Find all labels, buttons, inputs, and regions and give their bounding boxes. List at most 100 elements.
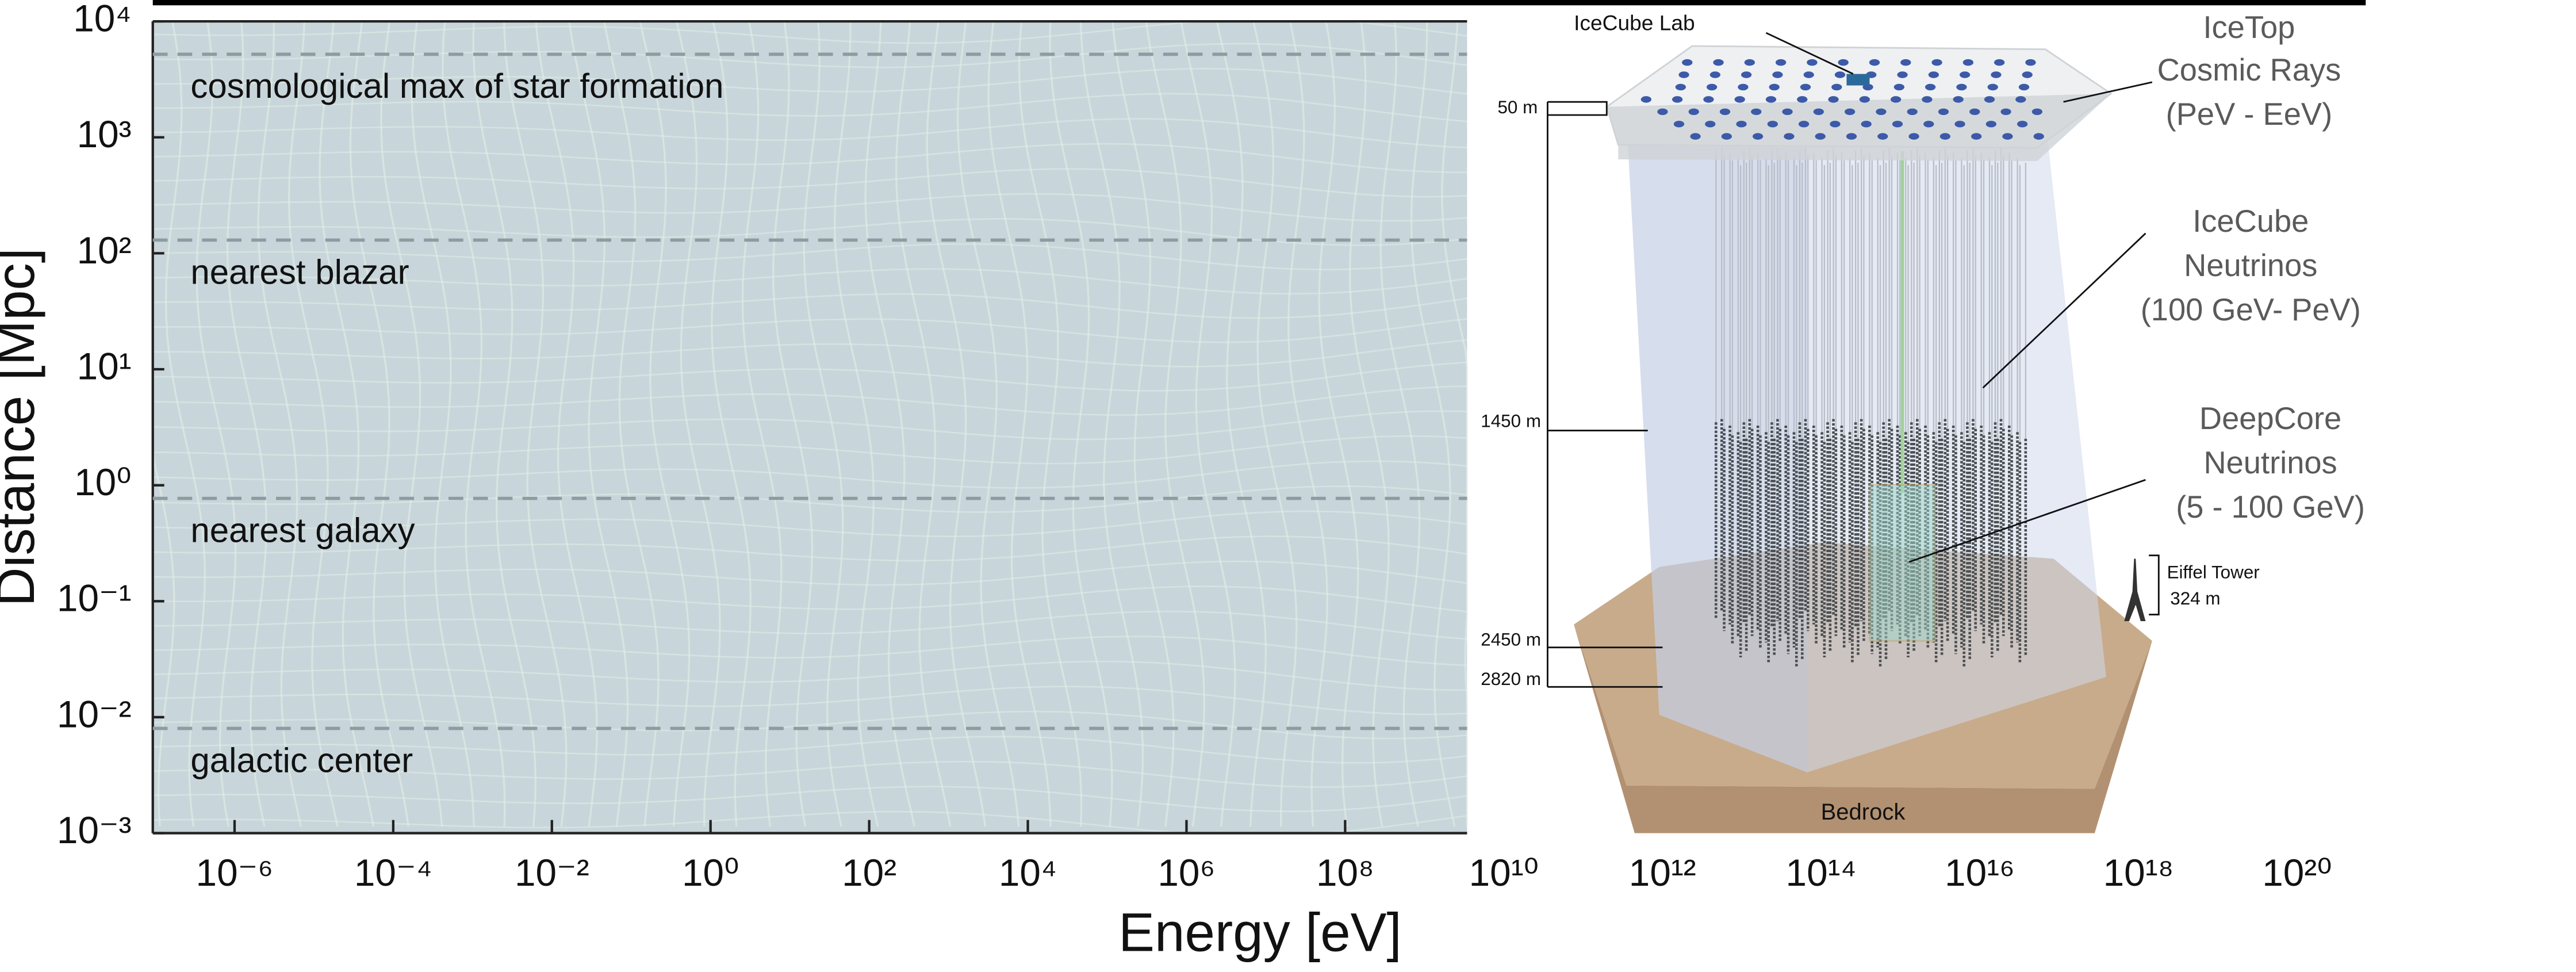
ice-face bbox=[1626, 118, 1807, 772]
mesh-line bbox=[956, 21, 1020, 827]
x-tick-label: 10¹² bbox=[1629, 852, 1696, 894]
mesh-line bbox=[772, 21, 814, 827]
tank bbox=[1741, 71, 1752, 78]
mesh-line bbox=[675, 21, 721, 827]
mesh-line bbox=[152, 67, 1467, 95]
mesh-line bbox=[472, 21, 537, 827]
tank bbox=[1734, 96, 1745, 103]
x-tick-label: 10⁴ bbox=[999, 852, 1057, 894]
label: Neutrinos bbox=[2184, 248, 2317, 283]
tank bbox=[1908, 133, 1919, 140]
depth-label: 2450 m bbox=[1481, 630, 1541, 650]
mesh-line bbox=[349, 21, 409, 827]
tank bbox=[1956, 83, 1967, 91]
label: IceCube Lab bbox=[1574, 11, 1695, 35]
leader-line bbox=[1982, 232, 2146, 389]
tank bbox=[1744, 59, 1755, 66]
mesh-line bbox=[152, 268, 1467, 295]
y-tick-label: 10⁴ bbox=[73, 0, 131, 40]
tank bbox=[1987, 83, 1998, 91]
tank bbox=[1962, 59, 1974, 66]
tank bbox=[1876, 108, 1887, 115]
y-tick-label: 10⁻³ bbox=[57, 809, 132, 851]
tank bbox=[1751, 108, 1762, 115]
mesh-line bbox=[1018, 21, 1083, 827]
tank bbox=[1672, 96, 1683, 103]
tank bbox=[1891, 96, 1902, 103]
tank bbox=[1707, 83, 1718, 91]
tank bbox=[2002, 133, 2013, 140]
mesh-line bbox=[833, 21, 879, 827]
mesh-line bbox=[741, 21, 783, 827]
plot-area bbox=[152, 21, 1467, 833]
tank bbox=[1869, 59, 1880, 66]
tank bbox=[1907, 108, 1918, 115]
mesh-line bbox=[803, 21, 844, 827]
tank bbox=[1800, 83, 1811, 91]
mesh-line bbox=[152, 293, 1467, 319]
x-tick-label: 10⁻⁶ bbox=[196, 852, 274, 894]
tank bbox=[1709, 71, 1721, 78]
tank bbox=[1893, 83, 1905, 91]
tank bbox=[1736, 121, 1747, 128]
x-tick-label: 10⁰ bbox=[682, 852, 739, 894]
tank bbox=[1928, 71, 1939, 78]
mesh-line bbox=[1049, 21, 1113, 827]
mesh-line bbox=[319, 21, 375, 827]
tank bbox=[1813, 108, 1824, 115]
reference-label: cosmological max of star formation bbox=[190, 67, 723, 105]
tank bbox=[1782, 108, 1793, 115]
mesh-line bbox=[152, 243, 1467, 270]
y-tick-label: 10³ bbox=[77, 113, 132, 155]
mesh-line bbox=[152, 786, 1467, 812]
icetop-tanks bbox=[1640, 59, 2044, 140]
tank bbox=[1767, 121, 1778, 128]
mesh-line bbox=[152, 118, 1467, 148]
tank bbox=[1922, 96, 1933, 103]
mesh-line bbox=[1111, 21, 1175, 827]
mesh-line bbox=[152, 736, 1467, 764]
mesh-line bbox=[1287, 21, 1329, 827]
mesh-line bbox=[152, 686, 1467, 715]
tank bbox=[1765, 96, 1777, 103]
label: Neutrinos bbox=[2203, 445, 2337, 480]
mesh-line bbox=[711, 21, 752, 827]
tank bbox=[1769, 83, 1780, 91]
leader-line bbox=[1765, 32, 1854, 75]
label: IceCube bbox=[2192, 204, 2309, 239]
mesh-line bbox=[152, 535, 1467, 562]
mesh-line bbox=[152, 636, 1467, 667]
x-axis-title: Energy [eV] bbox=[1118, 902, 1402, 962]
bedrock-side bbox=[1574, 624, 2152, 833]
tank bbox=[1776, 59, 1787, 66]
tank bbox=[1938, 108, 1949, 115]
tank bbox=[1828, 96, 1839, 103]
label: Cosmic Rays bbox=[2157, 52, 2341, 87]
y-tick-label: 10⁻² bbox=[57, 693, 132, 735]
icetop-edge bbox=[1607, 93, 2111, 161]
x-tick-label: 10⁸ bbox=[1316, 852, 1374, 894]
tank bbox=[1675, 83, 1686, 91]
tank bbox=[2025, 59, 2036, 66]
mesh-line bbox=[288, 21, 339, 827]
tank bbox=[1925, 83, 1936, 91]
mesh-line bbox=[864, 21, 915, 827]
x-tick-label: 10¹⁰ bbox=[1469, 852, 1539, 894]
mesh-line bbox=[1145, 21, 1205, 827]
tank bbox=[1900, 59, 1911, 66]
depth-label: 1450 m bbox=[1481, 411, 1541, 431]
tank bbox=[1939, 133, 1951, 140]
mesh-line bbox=[152, 93, 1467, 123]
mesh-line bbox=[895, 21, 952, 827]
mesh-line bbox=[568, 21, 629, 827]
tank bbox=[1953, 96, 1964, 103]
x-tick-label: 10⁶ bbox=[1157, 852, 1215, 894]
leader-line bbox=[1908, 479, 2146, 563]
mesh-line bbox=[152, 435, 1467, 465]
eiffel-icon bbox=[2124, 558, 2146, 621]
mesh-line bbox=[152, 485, 1467, 513]
tank bbox=[1673, 121, 1685, 128]
tank bbox=[1931, 59, 1942, 66]
icecube-diagram: IceCube Lab 50 m 1450 m 2450 m 2820 m Ei… bbox=[1481, 10, 2365, 833]
lab-building bbox=[1846, 74, 1870, 86]
